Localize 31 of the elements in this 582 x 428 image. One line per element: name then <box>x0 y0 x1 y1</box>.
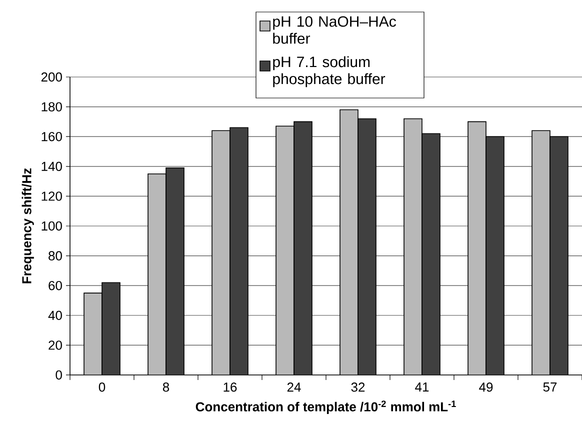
x-tick-label: 8 <box>162 382 170 392</box>
bar <box>84 293 102 375</box>
y-tick-label: 160 <box>42 132 62 142</box>
y-axis-title: Frequency shift/Hz <box>22 168 34 284</box>
x-tick-label: 57 <box>543 382 557 392</box>
y-tick-label: 140 <box>42 162 62 171</box>
bar <box>212 130 230 375</box>
x-tick-label: 32 <box>351 382 365 392</box>
x-axis-title: Concentration of template /10$^{-2}$ mmol mL$^{-1}$ <box>196 400 456 414</box>
y-tick-label: 40 <box>48 310 62 320</box>
y-tick-label: 180 <box>42 102 62 112</box>
bar <box>340 110 358 375</box>
x-tick-label: 49 <box>479 382 493 392</box>
legend-label: pH 10 NaOH–HAc buffer <box>273 16 396 44</box>
y-tick-label: 0 <box>56 370 62 380</box>
x-tick-label: 0 <box>98 382 106 392</box>
y-tick-label: 200 <box>41 72 62 82</box>
x-tick-label: 16 <box>224 382 237 392</box>
bar <box>148 174 166 375</box>
y-tick-label: 20 <box>48 340 62 350</box>
bar <box>276 126 294 375</box>
y-tick-label: 60 <box>48 280 62 290</box>
y-tick-label: 100 <box>42 221 62 231</box>
y-tick-label: 120 <box>42 192 62 201</box>
legend-label: pH 7.1 sodium phosphate buffer <box>273 56 386 88</box>
bar <box>468 122 486 375</box>
x-tick-label: 41 <box>415 382 429 392</box>
bar <box>404 118 422 375</box>
bar <box>532 130 550 375</box>
x-tick-label: 24 <box>287 382 301 392</box>
y-tick-label: 80 <box>48 251 62 260</box>
